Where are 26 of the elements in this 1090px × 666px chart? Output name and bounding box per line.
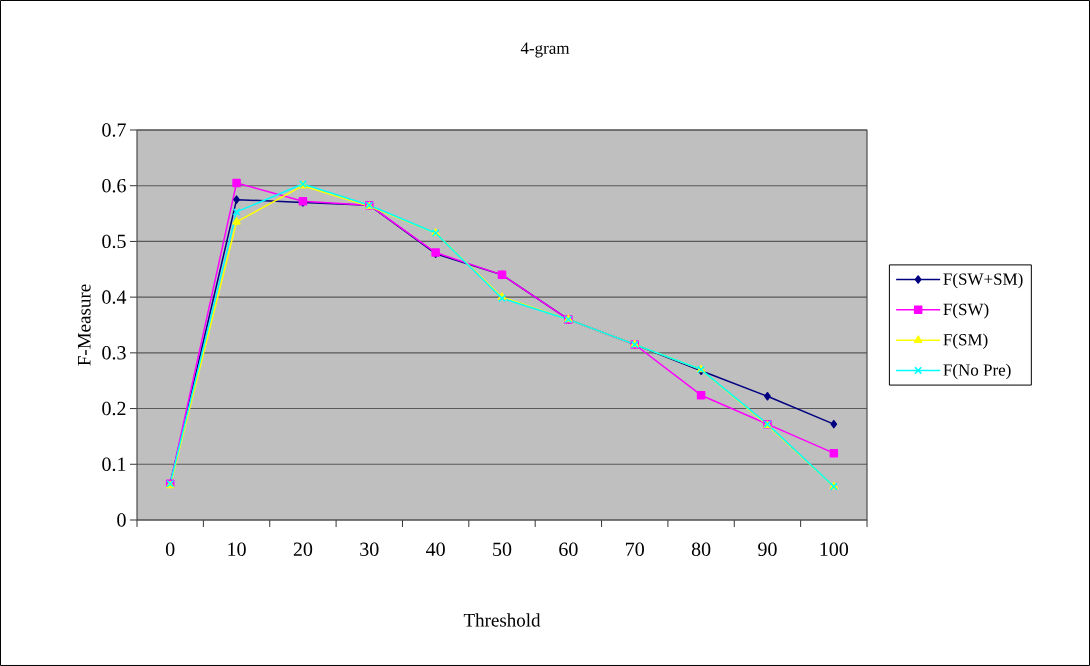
chart-title: 4-gram [520, 42, 570, 58]
legend-label: F(SM) [943, 333, 988, 349]
y-tick-label: 0.3 [102, 346, 126, 360]
x-tick-label: 30 [360, 542, 379, 557]
y-tick-label: 0.6 [102, 178, 126, 193]
x-tick-label: 100 [820, 542, 849, 557]
y-tick-label: 0.2 [102, 401, 126, 416]
y-tick-label: 0.7 [102, 123, 126, 137]
x-tick-label: 70 [626, 542, 644, 557]
x-tick-label: 60 [559, 542, 578, 557]
x-tick-label: 40 [426, 542, 445, 557]
x-tick-label: 0 [165, 542, 175, 557]
x-tick-label: 20 [293, 542, 313, 557]
y-axis-title: F-Measure [77, 284, 91, 366]
x-axis-title: Threshold [463, 613, 541, 627]
legend-label: F(SW) [943, 303, 989, 319]
y-tick-label: 0 [117, 513, 126, 527]
x-tick-label: 80 [691, 542, 711, 557]
x-tick-label: 10 [228, 542, 246, 557]
y-tick-label: 0.4 [102, 290, 127, 304]
x-tick-label: 50 [493, 542, 512, 557]
x-tick-label: 90 [758, 542, 777, 557]
legend-label: F(No Pre) [943, 363, 1011, 380]
legend-label: F(SW+SM) [943, 272, 1023, 289]
y-tick-label: 0.5 [102, 234, 126, 249]
y-tick-label: 0.1 [102, 457, 126, 472]
